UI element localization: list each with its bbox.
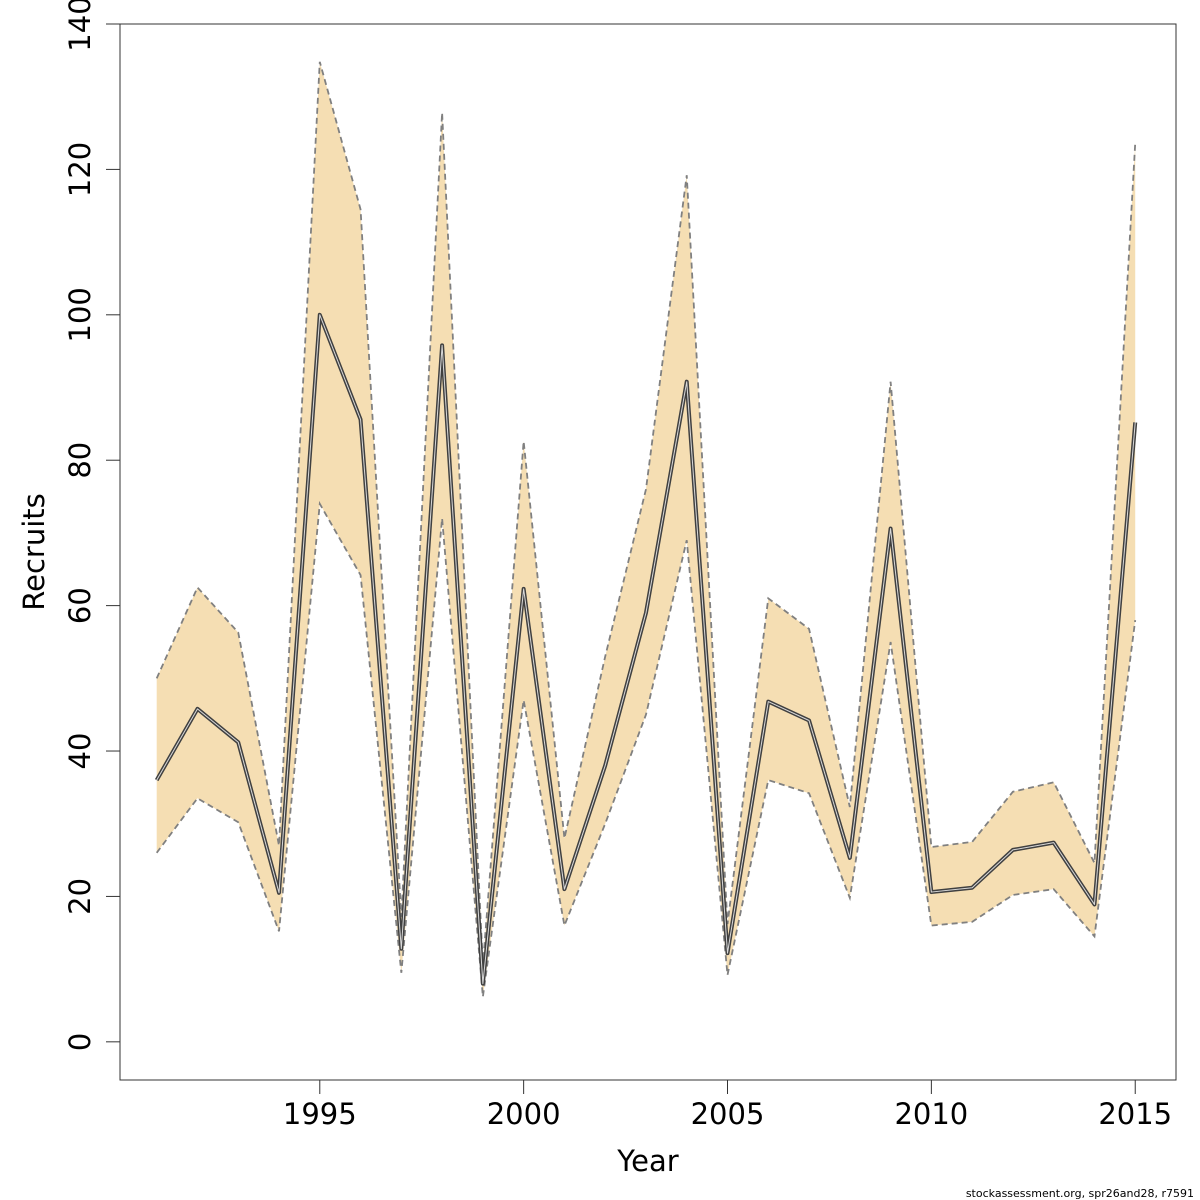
y-tick-label: 0	[63, 1033, 97, 1051]
estimate-line-highlight	[156, 314, 1136, 985]
confidence-band	[156, 61, 1136, 997]
x-tick-label: 2010	[894, 1097, 968, 1131]
y-tick-label: 100	[63, 287, 97, 342]
x-tick-label: 2005	[691, 1097, 765, 1131]
x-tick-label: 2000	[487, 1097, 561, 1131]
y-tick-label: 120	[63, 142, 97, 197]
y-axis-title: Recruits	[17, 493, 51, 610]
x-tick-label: 1995	[283, 1097, 357, 1131]
series-line-layer	[154, 61, 1138, 997]
footer-note: stockassessment.org, spr26and28, r7591	[966, 1187, 1194, 1200]
y-tick-label: 20	[63, 878, 97, 915]
lower-bound-line	[155, 500, 1137, 997]
confidence-band-layer	[156, 61, 1136, 997]
y-tick-label: 60	[63, 587, 97, 624]
axes-layer: 1995 2000 2005 2010 2015 0 20 40 60 80 100 120 140	[63, 0, 1172, 1131]
x-axis-title: Year	[616, 1144, 678, 1178]
plot-frame	[119, 23, 1177, 1081]
y-tick-label: 140	[63, 0, 97, 52]
upper-bound-line	[155, 61, 1137, 966]
y-tick-label: 80	[63, 442, 97, 479]
y-tick-label: 40	[63, 733, 97, 770]
x-tick-label: 2015	[1098, 1097, 1172, 1131]
